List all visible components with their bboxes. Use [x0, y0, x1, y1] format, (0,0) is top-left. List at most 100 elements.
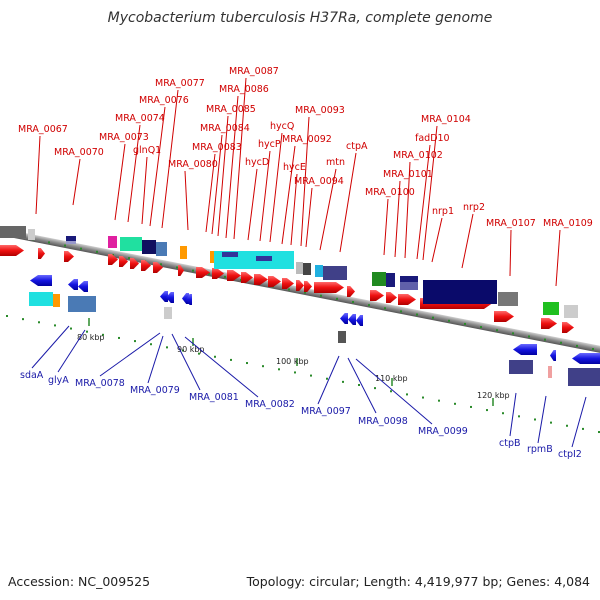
label-connector — [99, 332, 161, 377]
gene-label: glnQ1 — [133, 145, 161, 156]
tick-dot — [64, 244, 66, 247]
gene-label: MRA_0086 — [219, 84, 269, 95]
tick-label-80kbp: 80 kbp — [77, 333, 105, 342]
tick-dot — [368, 304, 370, 307]
forward-gene-arrow — [282, 278, 294, 289]
tick-dot — [422, 396, 424, 399]
label-connector — [211, 134, 223, 235]
forward-gene-arrow — [119, 256, 128, 267]
tick-dot — [470, 405, 472, 408]
tick-dot — [214, 355, 216, 358]
tick-dot — [502, 412, 504, 415]
label-connector — [305, 187, 313, 248]
tick-dot — [592, 348, 594, 351]
label-connector — [509, 392, 517, 437]
gene-label: fadD10 — [415, 133, 450, 144]
tick-dot — [208, 272, 210, 275]
label-connector — [247, 168, 258, 241]
genome-summary-text: Topology: circular; Length: 4,419,977 bp… — [246, 574, 590, 589]
gene-label: MRA_0082 — [245, 399, 295, 410]
tick-dot — [134, 340, 136, 343]
gene-label: MRA_0067 — [18, 124, 68, 135]
tick-dot — [224, 275, 226, 278]
backbone — [0, 217, 600, 364]
gene-label: nrp1 — [432, 206, 454, 217]
tick-dot — [518, 415, 520, 418]
label-connector — [571, 396, 587, 448]
tick-dot — [336, 297, 338, 300]
reverse-gene-arrow — [348, 314, 356, 325]
label-connector — [217, 115, 229, 237]
gene-label: ctpA — [346, 141, 368, 152]
forward-gene-arrow — [0, 245, 24, 256]
gene-label: MRA_0077 — [155, 78, 205, 89]
tick-dot — [480, 326, 482, 329]
label-connector — [339, 152, 357, 253]
label-connector — [184, 336, 259, 398]
gene-label: MRA_0109 — [543, 218, 593, 229]
reverse-gene-arrow — [356, 315, 363, 326]
gene-label: sdaA — [20, 370, 44, 381]
tick-dot — [550, 421, 552, 424]
tick-dot — [496, 329, 498, 332]
tick-dot — [192, 269, 194, 272]
label-connector — [141, 156, 148, 225]
forward-gene-arrow — [212, 268, 224, 279]
scale-labels: 80 kbp 90 kbp 100 kbp 110 kbp 120 kbp — [77, 318, 510, 406]
gene-label: MRA_0107 — [486, 218, 536, 229]
gene-label: MRA_0084 — [200, 123, 250, 134]
reverse-gene-arrow — [572, 353, 600, 364]
label-connector — [555, 229, 561, 287]
gene-label: MRA_0079 — [130, 385, 180, 396]
tick-dot — [48, 241, 50, 244]
tick-dot — [598, 431, 600, 434]
tick-dot — [304, 291, 306, 294]
tick-dot — [464, 322, 466, 325]
label-connector — [319, 168, 337, 251]
forward-gene-arrow — [304, 281, 312, 292]
forward-label-lines — [35, 77, 561, 287]
gene-label: MRA_0097 — [301, 406, 351, 417]
label-connector — [347, 357, 377, 414]
forward-gene-arrow — [314, 282, 344, 293]
tick-dot — [246, 362, 248, 365]
gene-label: mtn — [326, 157, 345, 168]
gene-label: MRA_0074 — [115, 113, 165, 124]
forward-gene-arrow — [494, 311, 514, 322]
label-connector — [31, 325, 70, 369]
gene-label: MRA_0081 — [189, 392, 239, 403]
tick-dot — [6, 315, 8, 317]
forward-gene-arrow — [153, 262, 163, 273]
forward-gene-arrow — [108, 254, 118, 265]
forward-gene-arrow — [241, 272, 253, 283]
label-connector — [281, 145, 296, 245]
tick-dot — [176, 266, 178, 269]
gene-label: MRA_0102 — [393, 150, 443, 161]
gene-label: MRA_0083 — [192, 142, 242, 153]
label-connector — [422, 125, 438, 261]
tick-dot — [38, 321, 40, 324]
label-connector — [149, 106, 166, 227]
tick-label-110kbp: 110 kbp — [375, 374, 408, 383]
tick-dot — [96, 250, 98, 253]
forward-gene-arrow — [386, 292, 397, 303]
tick-dot — [352, 300, 354, 303]
label-connector — [259, 150, 271, 242]
label-connector — [509, 229, 512, 277]
tick-dot — [566, 424, 568, 427]
tick-dot — [198, 352, 200, 355]
label-connector — [57, 329, 86, 373]
label-connector — [394, 180, 401, 258]
label-connector — [72, 158, 81, 206]
tick-dot — [576, 344, 578, 347]
reverse-gene-arrow — [30, 275, 52, 286]
forward-gene-arrow — [196, 267, 210, 278]
tick-dot — [326, 377, 328, 380]
map-title: Mycobacterium tuberculosis H37Ra, comple… — [107, 10, 493, 26]
tick-dot — [54, 324, 56, 327]
tick-dot — [486, 409, 488, 412]
gene-label: MRA_0101 — [383, 169, 433, 180]
label-connector — [269, 132, 283, 243]
tick-dot — [166, 346, 168, 349]
